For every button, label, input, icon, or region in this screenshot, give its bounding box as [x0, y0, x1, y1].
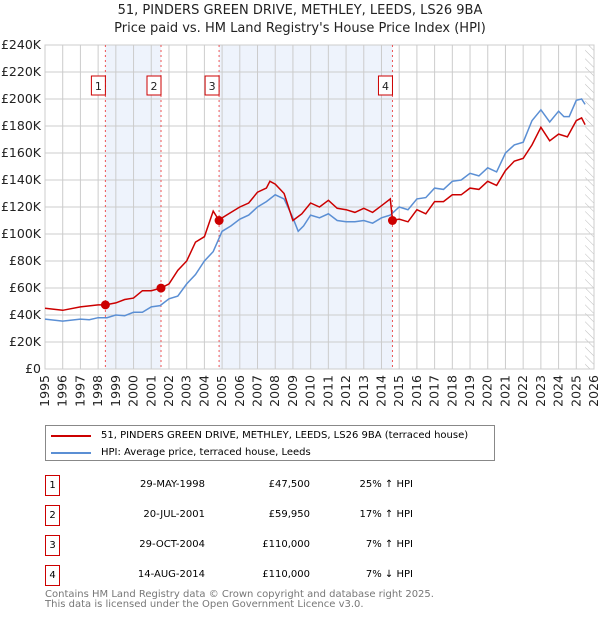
chart-title: 51, PINDERS GREEN DRIVE, METHLEY, LEEDS,… [117, 3, 483, 18]
transaction-row: 1 29-MAY-1998 £47,500 25% ↑ HPI [45, 475, 465, 496]
legend-item-property: 51, PINDERS GREEN DRIVE, METHLEY, LEEDS,… [51, 430, 468, 441]
x-tick-label: 2011 [320, 375, 335, 407]
transaction-row: 4 14-AUG-2014 £110,000 7% ↓ HPI [45, 565, 465, 586]
x-tick-label: 2018 [444, 375, 459, 407]
transaction-number: 2 [45, 505, 60, 526]
plot-frame [44, 44, 595, 370]
transaction-row: 2 20-JUL-2001 £59,950 17% ↑ HPI [45, 505, 465, 526]
legend-item-hpi: HPI: Average price, terraced house, Leed… [51, 447, 311, 458]
x-tick-label: 1998 [90, 375, 105, 407]
transaction-hpi-diff: 17% ↑ HPI [359, 509, 413, 520]
x-tick-label: 2025 [568, 375, 583, 407]
transaction-number: 1 [45, 475, 60, 496]
transaction-price: £110,000 [262, 539, 310, 550]
transaction-number: 4 [45, 565, 60, 586]
y-tick-label: £80K [9, 253, 42, 268]
sale-label: 1 [95, 80, 102, 93]
transaction-date: 29-MAY-1998 [139, 479, 205, 490]
chart-subtitle: Price paid vs. HM Land Registry's House … [114, 21, 486, 36]
transaction-date: 20-JUL-2001 [143, 509, 205, 520]
x-tick-label: 2024 [551, 375, 566, 407]
sale-label-box [204, 75, 220, 96]
sale-label-box [146, 75, 162, 96]
x-tick-label: 2015 [391, 375, 406, 407]
x-tick-label: 1996 [55, 375, 70, 407]
x-tick-label: 2007 [250, 375, 265, 407]
price-chart: £0 £20K £40K £60K £80K £100K £120K £140K £160K £1… [1, 37, 600, 407]
x-tick-label: 2021 [497, 375, 512, 407]
sale-label: 4 [382, 80, 389, 93]
x-tick-label: 2013 [356, 375, 371, 407]
x-tick-label: 1997 [72, 375, 87, 407]
x-tick-label: 1995 [37, 375, 52, 407]
y-tick-label: £160K [1, 145, 42, 160]
transaction-price: £110,000 [262, 569, 310, 580]
legend-swatch-blue [51, 451, 91, 454]
x-tick-label: 2017 [427, 375, 442, 407]
y-tick-label: £140K [1, 172, 42, 187]
x-tick-label: 2010 [303, 375, 318, 407]
y-tick-label: £20K [9, 334, 42, 349]
x-tick-label: 2009 [285, 375, 300, 407]
transaction-hpi-diff: 7% ↑ HPI [365, 539, 413, 550]
y-tick-label: £200K [1, 91, 42, 106]
x-tick-label: 2022 [515, 375, 530, 407]
y-tick-label: £180K [1, 118, 42, 133]
sale-point [156, 283, 166, 293]
x-tick-label: 2023 [533, 375, 548, 407]
sale-point [387, 216, 397, 225]
footer: Contains HM Land Registry data © Crown c… [45, 590, 434, 610]
y-tick-label: £40K [9, 307, 42, 322]
x-tick-label: 2008 [267, 375, 282, 407]
x-tick-label: 2004 [196, 375, 211, 407]
sale-point [100, 300, 110, 310]
x-tick-label: 2000 [126, 375, 141, 407]
x-tick-label: 2001 [143, 375, 158, 407]
y-tick-label: £100K [1, 226, 42, 241]
transaction-hpi-diff: 7% ↓ HPI [365, 569, 413, 580]
y-tick-label: £60K [9, 280, 42, 295]
x-tick-label: 2026 [586, 375, 600, 407]
legend-label: HPI: Average price, terraced house, Leed… [101, 447, 311, 458]
sale-label-box [377, 75, 393, 96]
transaction-price: £59,950 [268, 509, 310, 520]
legend-swatch-red [51, 434, 91, 437]
x-tick-label: 2020 [480, 375, 495, 407]
transaction-date: 14-AUG-2014 [137, 569, 205, 580]
sale-point [214, 216, 224, 225]
transaction-date: 29-OCT-2004 [139, 539, 205, 550]
footer-line2: This data is licensed under the Open Gov… [45, 599, 364, 610]
x-tick-label: 2006 [232, 375, 247, 407]
legend: 51, PINDERS GREEN DRIVE, METHLEY, LEEDS,… [45, 425, 495, 461]
x-tick-label: 2012 [338, 375, 353, 407]
y-tick-label: £240K [1, 37, 42, 52]
y-tick-label: £0 [25, 361, 41, 376]
x-tick-label: 2005 [214, 375, 229, 407]
x-tick-label: 2003 [179, 375, 194, 407]
x-tick-label: 2014 [373, 375, 388, 407]
x-tick-label: 2016 [409, 375, 424, 407]
x-tick-label: 2002 [161, 375, 176, 407]
transaction-hpi-diff: 25% ↑ HPI [359, 479, 413, 490]
hpi-line [44, 98, 586, 322]
transaction-price: £47,500 [268, 479, 310, 490]
x-tick-label: 1999 [108, 375, 123, 407]
x-tick-label: 2019 [462, 375, 477, 407]
y-tick-label: £120K [1, 199, 42, 214]
y-tick-label: £220K [1, 64, 42, 79]
legend-label: 51, PINDERS GREEN DRIVE, METHLEY, LEEDS,… [101, 430, 469, 441]
sale-label: 2 [150, 80, 157, 93]
sale-label: 3 [209, 80, 216, 93]
transaction-number: 3 [45, 535, 60, 556]
sale-label-box [90, 75, 106, 96]
transaction-row: 3 29-OCT-2004 £110,000 7% ↑ HPI [45, 535, 465, 556]
footer-line1: Contains HM Land Registry data © Crown c… [45, 589, 434, 600]
